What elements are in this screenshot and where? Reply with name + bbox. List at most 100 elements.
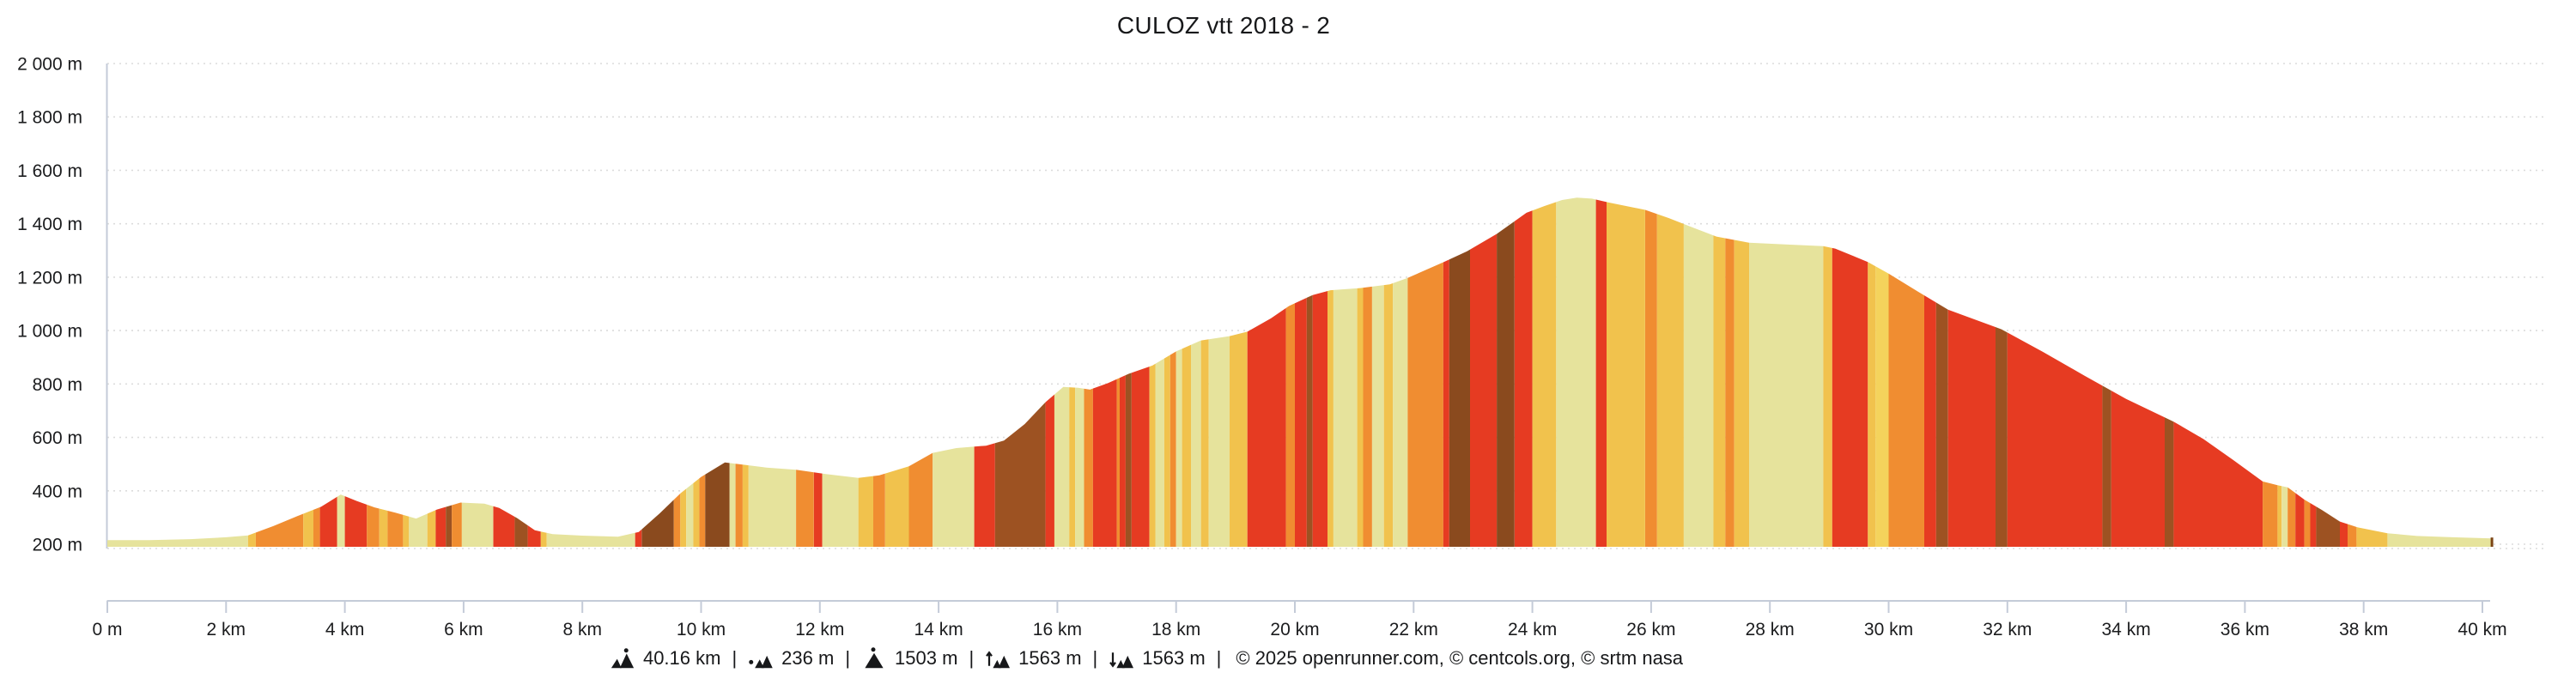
gradient-band bbox=[705, 197, 730, 547]
x-axis-label-6km: 6 km bbox=[444, 620, 483, 639]
x-axis-label-24km: 24 km bbox=[1508, 620, 1557, 639]
x-axis-label-0km: 0 m bbox=[92, 620, 122, 639]
gradient-band bbox=[1075, 197, 1084, 547]
gradient-band bbox=[1996, 197, 2008, 547]
gradient-band bbox=[635, 197, 642, 547]
gradient-band bbox=[673, 197, 681, 547]
gradient-band bbox=[1182, 197, 1191, 547]
x-axis-label-14km: 14 km bbox=[914, 620, 963, 639]
gradient-band bbox=[693, 197, 700, 547]
gradient-band bbox=[994, 197, 1046, 547]
gradient-band bbox=[1120, 197, 1126, 547]
x-axis-label-32km: 32 km bbox=[1983, 620, 2032, 639]
y-axis-label-1800m: 1 800 m bbox=[17, 108, 82, 128]
gradient-band bbox=[1285, 197, 1295, 547]
x-axis-label-4km: 4 km bbox=[325, 620, 365, 639]
y-axis-label-1000m: 1 000 m bbox=[17, 322, 82, 342]
gradient-band bbox=[1149, 197, 1156, 547]
gradient-band bbox=[446, 197, 453, 547]
gradient-band bbox=[1875, 197, 1889, 547]
gradient-bands-group bbox=[107, 197, 2493, 547]
gradient-band bbox=[1306, 197, 1313, 547]
gradient-band bbox=[1054, 197, 1070, 547]
gradient-band bbox=[527, 197, 541, 547]
gradient-band bbox=[1734, 197, 1749, 547]
y-axis-label-1200m: 1 200 m bbox=[17, 268, 82, 288]
gradient-band bbox=[107, 197, 248, 547]
gradient-band bbox=[2304, 197, 2311, 547]
gradient-band bbox=[1407, 197, 1443, 547]
y-axis-label-800m: 800 m bbox=[33, 375, 82, 395]
gradient-band bbox=[1084, 197, 1093, 547]
x-axis-label-22km: 22 km bbox=[1389, 620, 1438, 639]
gradient-band bbox=[1607, 197, 1645, 547]
x-axis-label-16km: 16 km bbox=[1033, 620, 1082, 639]
gradient-band bbox=[822, 197, 859, 547]
gradient-band bbox=[1749, 197, 1824, 547]
total-distance-icon bbox=[610, 646, 635, 671]
gradient-band bbox=[974, 197, 995, 547]
stat-elevation-loss-value: 1563 m bbox=[1142, 647, 1206, 669]
gradient-band bbox=[686, 197, 694, 547]
gradient-band bbox=[255, 197, 304, 547]
gradient-band bbox=[1170, 197, 1176, 547]
gradient-band bbox=[2007, 197, 2103, 547]
stat-max-altitude-value: 1503 m bbox=[895, 647, 958, 669]
gradient-band bbox=[2102, 197, 2111, 547]
gradient-band bbox=[452, 197, 462, 547]
gradient-band bbox=[1470, 197, 1498, 547]
min-altitude-icon bbox=[748, 646, 774, 671]
gradient-band bbox=[514, 197, 528, 547]
gradient-band bbox=[1947, 197, 1996, 547]
y-axis-label-1400m: 1 400 m bbox=[17, 215, 82, 234]
gradient-band bbox=[1191, 197, 1201, 547]
gradient-band bbox=[1116, 197, 1121, 547]
x-axis-label-12km: 12 km bbox=[795, 620, 844, 639]
gradient-band bbox=[1092, 197, 1117, 547]
gradient-band bbox=[873, 197, 885, 547]
gradient-band bbox=[1295, 197, 1307, 547]
gradient-band bbox=[742, 197, 749, 547]
gradient-band bbox=[344, 197, 368, 547]
gradient-band bbox=[1823, 197, 1832, 547]
gradient-band bbox=[1383, 197, 1394, 547]
stat-separator: | bbox=[845, 647, 851, 669]
gradient-band bbox=[680, 197, 687, 547]
gradient-band bbox=[2281, 197, 2288, 547]
gradient-band bbox=[1449, 197, 1470, 547]
stat-separator: | bbox=[732, 647, 738, 669]
gradient-band bbox=[303, 197, 313, 547]
y-axis-label-600m: 600 m bbox=[33, 428, 82, 448]
gradient-band bbox=[1229, 197, 1248, 547]
stat-elevation-gain: 1563 m bbox=[985, 646, 1082, 671]
stat-max-altitude: 1503 m bbox=[861, 646, 957, 671]
gradient-band bbox=[1069, 197, 1076, 547]
stat-elevation-loss: 1563 m bbox=[1109, 646, 1206, 671]
x-axis-label-28km: 28 km bbox=[1746, 620, 1795, 639]
y-axis-label-200m: 200 m bbox=[33, 536, 82, 555]
gradient-band bbox=[435, 197, 447, 547]
x-axis-label-8km: 8 km bbox=[562, 620, 602, 639]
gradient-band bbox=[1935, 197, 1948, 547]
gradient-band bbox=[1556, 197, 1596, 547]
gradient-band bbox=[1832, 197, 1868, 547]
gradient-band bbox=[247, 197, 256, 547]
gradient-band bbox=[1443, 197, 1449, 547]
stat-separator: | bbox=[1092, 647, 1098, 669]
gradient-band bbox=[2111, 197, 2165, 547]
gradient-band bbox=[2356, 197, 2388, 547]
gradient-band bbox=[1725, 197, 1735, 547]
gradient-band bbox=[1312, 197, 1327, 547]
gradient-band bbox=[367, 197, 380, 547]
gradient-band bbox=[1497, 197, 1515, 547]
x-axis-label-38km: 38 km bbox=[2339, 620, 2388, 639]
gradient-band bbox=[1371, 197, 1384, 547]
gradient-band bbox=[1200, 197, 1209, 547]
gradient-band bbox=[2310, 197, 2317, 547]
gradient-band bbox=[699, 197, 706, 547]
x-axis-label-30km: 30 km bbox=[1864, 620, 1913, 639]
gradient-band bbox=[1683, 197, 1714, 547]
gradient-band bbox=[908, 197, 933, 547]
